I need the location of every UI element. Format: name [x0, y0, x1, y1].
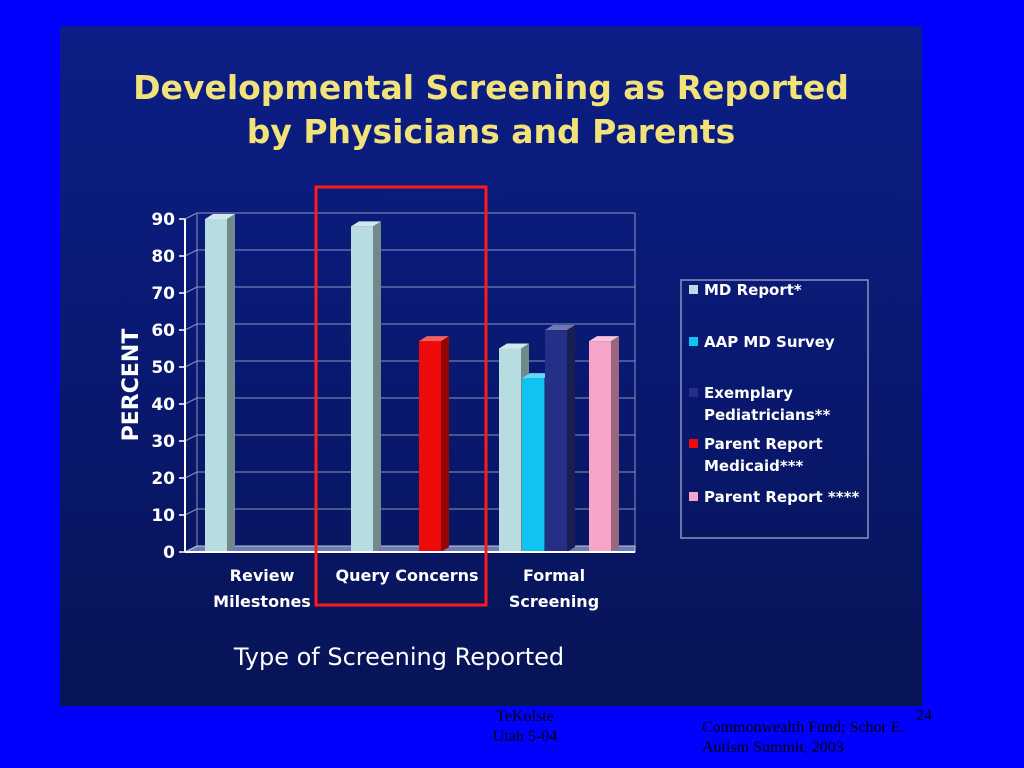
legend-entry: Parent Report **** [689, 488, 859, 506]
gridline-depth [184, 212, 198, 220]
chart-title: Developmental Screening as Reported by P… [0, 66, 982, 154]
legend-box [680, 279, 869, 539]
bar-side [567, 325, 575, 552]
y-tick-label: 70 [151, 284, 175, 304]
gridline-depth [184, 360, 198, 368]
y-tick-label: 50 [151, 358, 175, 378]
bar-front [205, 219, 227, 552]
legend-entry: Exemplary Pediatricians** [689, 384, 830, 424]
legend-entry: MD Report* [689, 281, 802, 299]
x-axis-label: Type of Screening Reported [233, 643, 564, 671]
y-tick-label: 20 [151, 469, 175, 489]
x-category-label-line-2: Milestones [213, 592, 311, 611]
legend-label: Medicaid*** [704, 457, 804, 475]
legend-label: Parent Report [704, 435, 823, 453]
page-number: 24 [916, 707, 932, 724]
bar-top [522, 373, 552, 379]
x-axis-categories: Review Milestones Query Concerns Formal Scre… [213, 566, 599, 611]
bar-top [205, 214, 235, 219]
bar-top [351, 221, 381, 227]
legend-label: AAP MD Survey [704, 333, 835, 351]
y-tick-label: 80 [151, 247, 175, 267]
footer-author: TeKolste Utah 5-04 [470, 707, 580, 747]
legend-swatch [689, 439, 698, 448]
x-category-label: Review [230, 566, 295, 585]
bar-review-milestones-md-report [205, 214, 235, 552]
gridline-depth [184, 508, 198, 516]
bar-top [419, 336, 449, 342]
legend-swatch [689, 388, 698, 397]
legend-swatch [689, 337, 698, 346]
legend-label: Parent Report **** [704, 488, 859, 506]
gridline-depth [184, 434, 198, 442]
bar-top [589, 336, 619, 342]
legend-label: Exemplary [704, 384, 793, 402]
footer-author-name: TeKolste [496, 708, 554, 725]
bar-side [227, 214, 235, 552]
bar-query-concerns-parent-report-medicaid [419, 336, 449, 552]
x-category-label: Query Concerns [336, 566, 479, 585]
bar-side [611, 336, 619, 552]
y-tick-label: 90 [151, 210, 175, 230]
bar-formal-screening-exemplary-pediatricians [545, 325, 575, 552]
footer-source-line-2: Autism Summit, 2003 [702, 739, 844, 756]
bar-front [545, 330, 567, 552]
y-tick-label: 60 [151, 321, 175, 341]
legend-label: Pediatricians** [704, 406, 830, 424]
legend-label: MD Report* [704, 281, 802, 299]
y-axis: 0 10 20 30 40 50 60 70 80 90 [151, 210, 635, 563]
footer-source-line-1: Commonwealth Fund; Schor E. [702, 719, 905, 736]
query-concerns-highlight-box [314, 185, 488, 607]
bar-query-concerns-md-report [351, 221, 381, 552]
bar-front [589, 341, 611, 552]
bar-top [499, 343, 529, 349]
bar-front [522, 378, 544, 552]
legend-entry: Parent Report Medicaid*** [689, 435, 823, 475]
bars [205, 214, 619, 552]
bar-front [499, 348, 521, 552]
x-category-label-line-2: Screening [509, 592, 599, 611]
legend: MD Report* AAP MD Survey Exemplary Pediatri… [680, 279, 869, 539]
legend-entry: AAP MD Survey [689, 333, 835, 351]
bar-formal-screening-parent-report [589, 336, 619, 552]
x-category-label: Formal [523, 566, 585, 585]
gridline-depth [184, 323, 198, 331]
footer-source: Commonwealth Fund; Schor E. Autism Summi… [702, 718, 905, 758]
legend-swatch [689, 285, 698, 294]
chart-title-line-2: by Physicians and Parents [246, 112, 736, 151]
bar-side [441, 336, 449, 552]
bar-side [373, 221, 381, 552]
y-tick-label: 10 [151, 506, 175, 526]
gridline-depth [184, 286, 198, 294]
bar-front [419, 341, 441, 552]
bar-front [351, 226, 373, 552]
bar-top [545, 325, 575, 330]
footer-author-event: Utah 5-04 [492, 728, 558, 745]
y-tick-label: 30 [151, 432, 175, 452]
gridline-depth [184, 249, 198, 257]
gridline-depth [184, 397, 198, 405]
chart-title-line-1: Developmental Screening as Reported [133, 68, 849, 107]
y-tick-label: 0 [163, 543, 175, 563]
legend-swatch [689, 492, 698, 501]
slide-panel [60, 26, 922, 706]
gridline-depth [184, 471, 198, 479]
y-axis-label: PERCENT [119, 329, 144, 442]
y-tick-label: 40 [151, 395, 175, 415]
